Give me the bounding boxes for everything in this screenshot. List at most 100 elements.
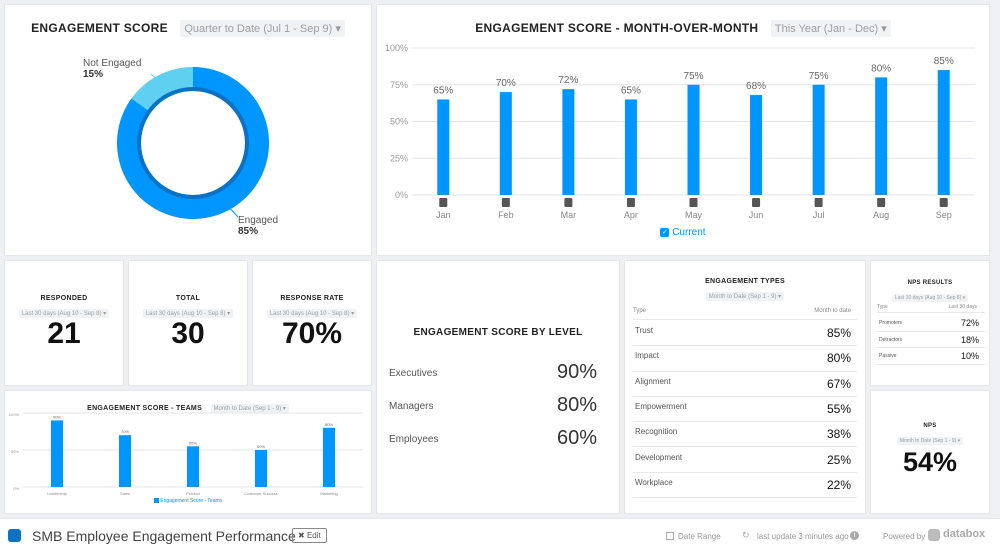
data-label: 85% <box>934 56 954 67</box>
not-engaged-label: Not Engaged 15% <box>83 58 142 80</box>
teams-bar-chart: 0% 50% 100% 90% Leadership 70% Sales 55% Product… <box>9 412 363 496</box>
row-value: 67% <box>826 376 851 391</box>
data-label: 50% <box>257 444 265 449</box>
row-label: Alignment <box>635 376 671 386</box>
row-label: Promoters <box>879 320 903 326</box>
row-value: 25% <box>826 452 851 467</box>
chart-legend[interactable]: ✓ Current <box>660 227 706 238</box>
date-filter-dropdown[interactable]: Month to Date (Sep 1 - 9) <box>896 437 964 445</box>
date-filter-dropdown[interactable]: Month to Date (Sep 1 - 9) <box>210 404 289 413</box>
checkbox-icon <box>153 498 159 504</box>
row-label: Passive <box>879 353 897 359</box>
row-value: 72% <box>960 318 979 328</box>
table-header: Type Month to date <box>633 308 857 320</box>
y-tick-label: 25% <box>390 153 408 163</box>
data-label: 90% <box>53 414 61 419</box>
data-label: 75% <box>809 71 829 82</box>
date-filter-dropdown[interactable]: Last 30 days (Aug 10 - Sep 8) <box>891 294 969 302</box>
powered-by-text: Powered by <box>883 532 926 541</box>
response-rate-value: 70% <box>281 317 343 350</box>
card-title: TOTAL <box>175 295 201 302</box>
responded-value: 21 <box>47 317 81 350</box>
annotation-icon <box>752 198 761 207</box>
annotation-icon <box>626 198 635 207</box>
date-filter-dropdown[interactable]: This Year (Jan - Dec) <box>770 20 891 37</box>
bar <box>323 427 335 487</box>
annotation-icon <box>939 198 948 207</box>
data-label: 70% <box>496 78 516 89</box>
date-filter-dropdown[interactable]: Last 30 days (Aug 10 - Sep 8) <box>142 309 234 318</box>
level-row-executives: Executives 90% <box>389 361 597 383</box>
bar <box>750 95 763 195</box>
response-rate-card: RESPONSE RATE Last 30 days (Aug 10 - Sep… <box>252 260 372 386</box>
x-tick-label: Feb <box>498 210 514 220</box>
last-update-text: last update 3 minutes ago <box>757 532 849 541</box>
mom-bar-chart: 0% 25% 50% 75% 100% 65% Jan 70% Feb 72% Mar 65% Apr 7… <box>385 43 975 220</box>
bar <box>562 89 575 195</box>
databox-brand[interactable]: databox <box>943 528 986 540</box>
donut-chart <box>117 67 269 219</box>
databox-brand-icon[interactable] <box>928 529 940 541</box>
date-filter-dropdown[interactable]: Quarter to Date (Jul 1 - Sep 9) <box>180 20 345 37</box>
row-value: 80% <box>826 351 851 366</box>
data-label: 70% <box>121 429 129 434</box>
row-label: Recognition <box>635 427 678 437</box>
bar <box>624 99 637 195</box>
y-tick-label: 0% <box>13 486 19 491</box>
engagement-score-header: ENGAGEMENT SCORE Quarter to Date (Jul 1 … <box>5 19 371 37</box>
donut-inner-ring <box>137 87 249 199</box>
mom-card: ENGAGEMENT SCORE - MONTH-OVER-MONTH This… <box>376 4 990 256</box>
data-label: 65% <box>433 85 453 96</box>
table-row: Recognition 38% <box>633 422 857 448</box>
x-tick-label: Marketing <box>320 491 338 496</box>
calendar-icon <box>666 532 674 540</box>
y-tick-label: 100% <box>9 412 20 417</box>
x-tick-label: Sep <box>936 210 952 220</box>
annotation-icon <box>439 198 448 207</box>
date-filter-dropdown[interactable]: Last 30 days (Aug 10 - Sep 8) <box>18 309 110 318</box>
bar <box>687 84 700 195</box>
card-title: ENGAGEMENT SCORE - TEAMS <box>87 405 203 412</box>
date-range-button[interactable]: Date Range <box>678 532 721 541</box>
total-value: 30 <box>171 317 205 350</box>
row-value: 55% <box>826 401 851 416</box>
annotation-icon <box>877 198 886 207</box>
data-label: 75% <box>683 71 703 82</box>
total-card: TOTAL Last 30 days (Aug 10 - Sep 8) 30 <box>128 260 248 386</box>
nps-value: 54% <box>902 447 958 477</box>
engagement-types-card: ENGAGEMENT TYPES Month to Date (Sep 1 - … <box>624 260 866 514</box>
bar <box>937 70 950 195</box>
card-title: RESPONDED <box>40 295 88 302</box>
x-tick-label: Jan <box>436 210 451 220</box>
info-icon[interactable]: i <box>850 531 859 540</box>
card-title: ENGAGEMENT SCORE BY LEVEL <box>413 327 583 338</box>
edit-button[interactable]: ✖ Edit <box>292 528 327 543</box>
row-value: 38% <box>826 427 851 442</box>
y-tick-label: 100% <box>385 43 408 53</box>
date-filter-dropdown[interactable]: Last 30 days (Aug 10 - Sep 8) <box>266 309 358 318</box>
teams-card: ENGAGEMENT SCORE - TEAMS Month to Date (… <box>4 390 372 514</box>
card-title: ENGAGEMENT SCORE - MONTH-OVER-MONTH <box>475 21 759 35</box>
annotation-icon <box>814 198 823 207</box>
data-label: 80% <box>325 422 333 427</box>
data-label: 65% <box>621 85 641 96</box>
table-row: Passive 10% <box>877 348 985 365</box>
x-tick-label: Jul <box>813 210 825 220</box>
table-row: Promoters 72% <box>877 315 985 332</box>
card-title: NPS RESULTS <box>907 280 953 286</box>
by-level-card: ENGAGEMENT SCORE BY LEVEL Executives 90%… <box>376 260 620 514</box>
row-value: 10% <box>960 351 979 361</box>
chart-legend[interactable]: Engagement Score - Teams <box>5 498 371 504</box>
dashboard-title: SMB Employee Engagement Performance <box>32 528 296 544</box>
date-filter-dropdown[interactable]: Month to Date (Sep 1 - 9) <box>705 292 785 301</box>
y-tick-label: 50% <box>11 449 19 454</box>
bar <box>187 446 199 487</box>
row-label: Trust <box>635 326 653 335</box>
row-value: 18% <box>960 334 979 345</box>
x-tick-label: Customer Success <box>244 491 278 496</box>
x-tick-label: Leadership <box>47 491 68 496</box>
table-row: Workplace 22% <box>633 473 857 499</box>
bar <box>255 450 267 487</box>
bar <box>119 435 131 487</box>
responded-card: RESPONDED Last 30 days (Aug 10 - Sep 8) … <box>4 260 124 386</box>
